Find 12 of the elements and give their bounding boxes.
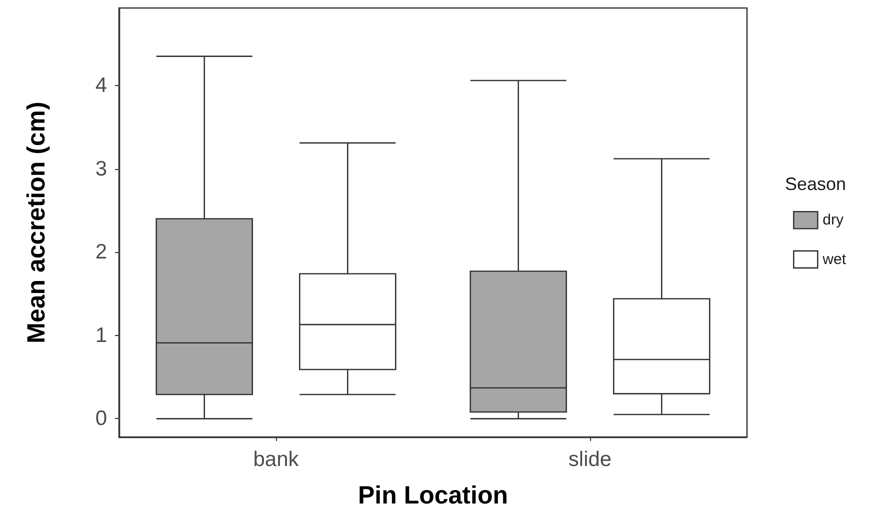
- legend-label: wet: [822, 250, 847, 268]
- x-tick-label: slide: [568, 448, 612, 471]
- y-tick-label: 4: [95, 74, 108, 97]
- y-axis-title: Mean accretion (cm): [22, 102, 50, 344]
- y-tick-label: 0: [95, 407, 107, 430]
- legend-label: dry: [822, 212, 844, 229]
- y-tick-label: 2: [95, 240, 107, 264]
- x-axis-title: Pin Location: [358, 482, 508, 510]
- y-tick-label: 3: [95, 157, 107, 180]
- x-tick-label: bank: [253, 448, 300, 471]
- legend-title: Season: [785, 174, 846, 194]
- y-tick-label: 1: [95, 324, 107, 347]
